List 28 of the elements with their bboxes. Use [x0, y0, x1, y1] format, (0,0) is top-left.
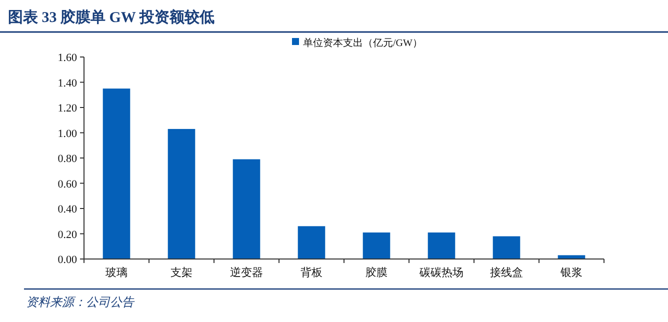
bar: [102, 88, 130, 259]
x-tick-label: 胶膜: [366, 266, 388, 279]
bar: [492, 236, 520, 259]
y-tick-label: 1.00: [58, 128, 78, 140]
y-tick-label: 0.60: [58, 178, 78, 190]
x-tick-label: 接线盒: [490, 266, 523, 279]
y-tick-label: 0.20: [58, 228, 78, 241]
bar: [298, 226, 326, 259]
y-tick-label: 0.00: [58, 254, 78, 266]
bar: [232, 159, 260, 259]
legend-label: 单位资本支出（亿元/GW）: [303, 37, 422, 49]
bar: [168, 128, 196, 259]
y-tick-label: 0.40: [58, 204, 78, 216]
bar: [362, 232, 390, 259]
x-tick-label: 支架: [170, 266, 192, 279]
text: 资料来源：公司公告: [26, 295, 135, 309]
y-tick-label: 0.80: [58, 153, 78, 165]
x-tick-label: 逆变器: [230, 266, 263, 279]
bar: [428, 232, 456, 259]
chart-title: 图表 33 胶膜单 GW 投资额较低: [8, 8, 214, 26]
y-tick-label: 1.20: [58, 102, 78, 114]
y-tick-label: 1.40: [58, 77, 78, 90]
x-tick-label: 玻璃: [106, 266, 128, 279]
y-tick-label: 1.60: [58, 52, 78, 64]
x-tick-label: 碳碳热场: [418, 267, 464, 279]
x-tick-label: 银浆: [560, 267, 582, 279]
bar: [558, 255, 586, 259]
x-tick-label: 背板: [300, 266, 322, 279]
